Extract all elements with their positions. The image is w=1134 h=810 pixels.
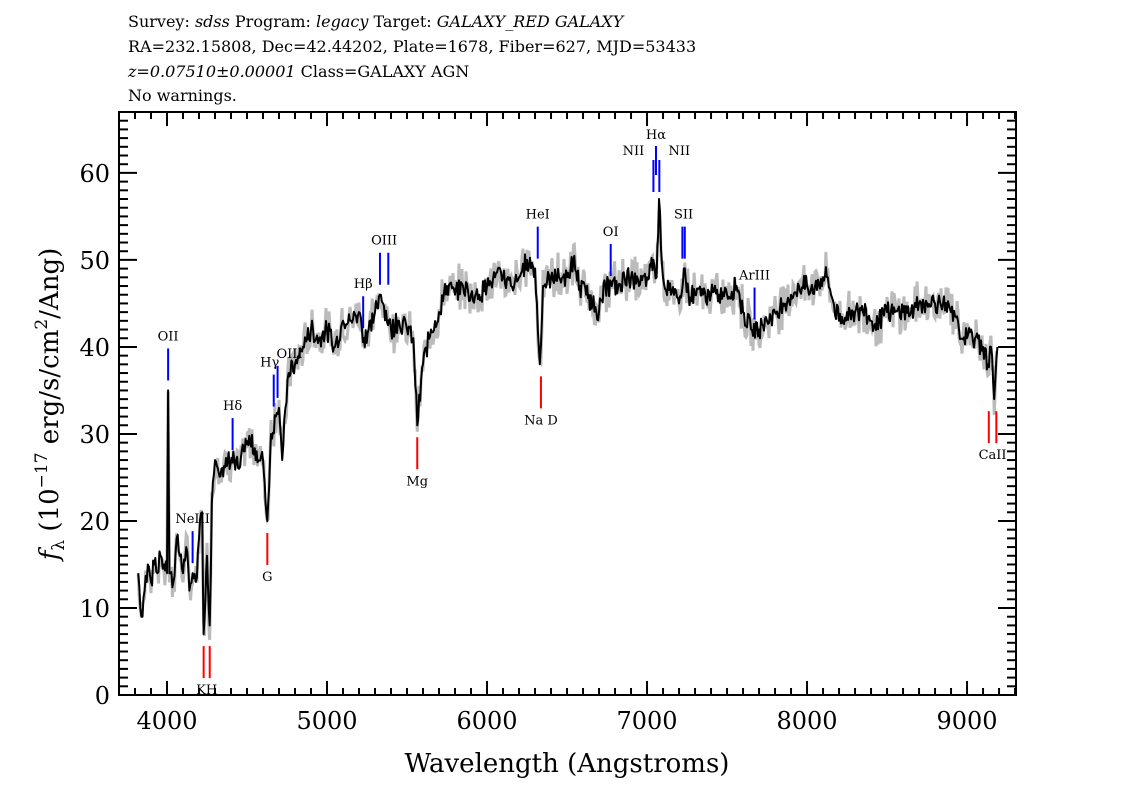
x-tick-label: 4000	[136, 707, 197, 735]
line-marker-label: Mg	[406, 474, 428, 489]
header-line-coords: RA=232.15808, Dec=42.44202, Plate=1678, …	[128, 37, 697, 56]
line-marker-label: ArIII	[738, 269, 770, 284]
line-marker-label: Hβ	[354, 277, 373, 292]
line-marker-label: OIII	[371, 234, 397, 249]
y-tick-label: 40	[79, 334, 110, 362]
program-value: legacy	[316, 12, 369, 31]
y-tick-label: 20	[79, 508, 110, 536]
line-marker-label: OI	[603, 225, 619, 240]
x-tick-label: 8000	[776, 707, 837, 735]
target-value: GALAXY_RED GALAXY	[436, 12, 624, 31]
target-label: Target:	[368, 12, 437, 31]
y-tick-label: 30	[79, 421, 110, 449]
x-tick-label: 6000	[456, 707, 517, 735]
redshift-value: z=0.07510±0.00001	[128, 62, 296, 81]
header-line-redshift: z=0.07510±0.00001 Class=GALAXY AGN	[128, 62, 469, 82]
line-marker-label: OIII	[277, 347, 303, 362]
line-marker-label: SII	[674, 208, 693, 223]
survey-value: sdss	[194, 12, 230, 31]
line-marker-label: Na D	[524, 413, 558, 428]
spectrum-line	[137, 198, 999, 636]
spectrum-line-group	[137, 198, 999, 636]
plot-frame	[118, 111, 1017, 696]
line-marker-label: Hδ	[223, 399, 242, 414]
x-tick-label: 5000	[296, 707, 357, 735]
class-value: Class=GALAXY AGN	[295, 62, 470, 81]
y-tick-label: 10	[79, 595, 110, 623]
program-label: Program:	[229, 12, 317, 31]
x-tick-label: 7000	[616, 707, 677, 735]
line-marker-label: Hγ	[260, 356, 279, 371]
line-marker-label: NII	[623, 144, 645, 159]
x-tick-label: 9000	[936, 707, 997, 735]
line-marker-label: OII	[158, 329, 179, 344]
header-line-survey: Survey: sdss Program: legacy Target: GAL…	[128, 12, 623, 32]
line-marker-label: CaII	[979, 448, 1007, 463]
line-marker-label: NeIII	[175, 512, 209, 527]
line-marker-label: G	[262, 570, 272, 585]
survey-label: Survey:	[128, 12, 195, 31]
line-marker-label: Hα	[646, 128, 666, 143]
y-axis-label: fλ (10−17 erg/s/cm2/Ang)	[32, 248, 69, 563]
line-marker-label: NII	[669, 144, 691, 159]
y-tick-label: 60	[79, 160, 110, 188]
y-tick-label: 0	[95, 682, 110, 710]
line-marker-label: HeI	[526, 208, 550, 223]
axis-ticks: 4000 5000 6000 7000 8000 9000 0 10 20 30 40 50 60	[79, 111, 1017, 735]
x-axis-label: Wavelength (Angstroms)	[405, 749, 730, 779]
header-line-warnings: No warnings.	[128, 86, 237, 105]
y-tick-label: 50	[79, 247, 110, 275]
